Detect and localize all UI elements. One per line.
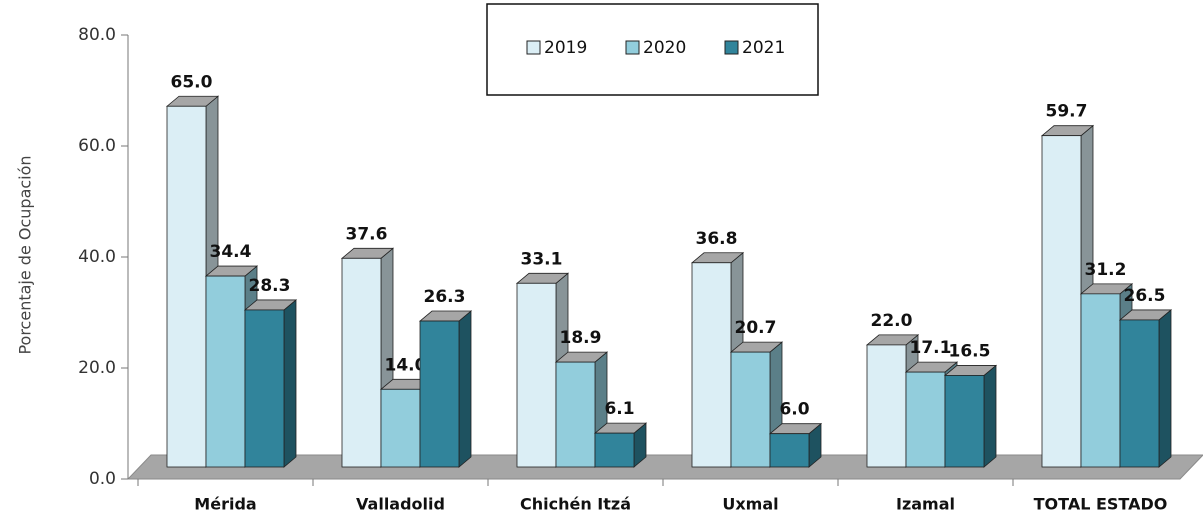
bar-face [769,433,810,468]
y-tick-label: 80.0 [78,25,116,45]
x-tick-label: TOTAL ESTADO [1034,495,1168,514]
bar [1118,309,1173,468]
y-tick-label: 20.0 [78,358,116,378]
value-label: 17.1 [910,338,952,358]
bar-face [419,320,460,468]
bar-face [730,351,771,468]
value-label: 20.7 [735,318,777,338]
bar-face [244,309,285,468]
bar-face [1080,293,1121,468]
legend-label: 2021 [742,38,785,58]
value-label: 31.2 [1085,260,1127,280]
bar-face [166,105,207,468]
bar-face [1158,309,1172,468]
x-tick-label: Chichén Itzá [520,495,631,514]
bar-face [905,371,946,468]
bar [768,422,823,468]
value-label: 65.0 [171,72,213,92]
bar-face [1041,135,1082,468]
value-label: 33.1 [521,249,563,269]
legend-swatch [625,40,640,55]
bar-face [341,257,382,468]
value-label: 34.4 [210,242,252,262]
bar-face [458,310,472,468]
legend-label: 2019 [544,38,587,58]
value-label: 14.0 [385,355,427,375]
bar-face [944,375,985,468]
bar [515,272,570,468]
bar-face [555,361,596,468]
legend-swatch [724,40,739,55]
value-label: 16.5 [949,341,991,361]
y-tick-label: 40.0 [78,247,116,267]
bar-face [1119,319,1160,468]
bar [593,422,648,468]
y-tick-label: 0.0 [89,469,116,489]
value-label: 28.3 [249,276,291,296]
legend-swatch [526,40,541,55]
bar-face [691,262,732,468]
bar-face [516,282,557,468]
x-tick-label: Uxmal [722,495,778,514]
value-label: 36.8 [696,229,738,249]
y-tick-label: 60.0 [78,136,116,156]
y-axis-label: Porcentaje de Ocupación [16,155,35,354]
legend-label: 2020 [643,38,686,58]
bar-face [594,432,635,468]
bar [554,351,609,468]
bar [243,299,298,468]
bar-face [205,275,246,468]
x-tick-label: Izamal [896,495,955,514]
value-label: 22.0 [871,311,913,331]
bar-face [380,388,421,468]
value-label: 26.5 [1124,286,1166,306]
value-label: 26.3 [424,287,466,307]
bar-face [866,344,907,468]
value-label: 6.1 [604,399,634,419]
bar-face [983,364,997,468]
bar [418,310,473,468]
value-label: 37.6 [346,224,388,244]
x-tick-label: Mérida [194,495,256,514]
x-tick-label: Valladolid [356,495,445,514]
value-label: 6.0 [779,400,809,420]
value-label: 18.9 [560,328,602,348]
value-label: 59.7 [1046,102,1088,122]
legend [486,3,819,96]
bar [943,364,998,468]
bar-face [283,299,297,468]
